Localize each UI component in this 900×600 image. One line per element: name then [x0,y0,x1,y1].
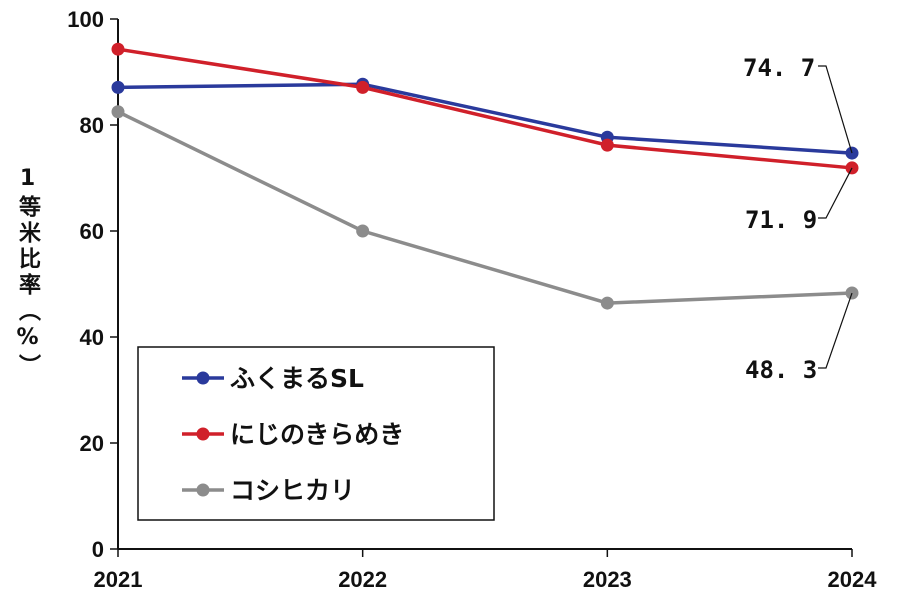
series-line-3 [117,110,853,305]
data-point [600,138,614,152]
x-tick-label: 2023 [583,567,632,592]
y-tick-label: 100 [67,7,104,32]
series-line-2 [117,47,853,170]
annotation-leader-line [818,65,853,154]
y-tick-label: 20 [80,431,104,456]
series-group [111,42,859,310]
y-tick-label: 60 [80,219,104,244]
legend-label: ふくまるSL [230,364,364,393]
legend-label: にじのきらめき [230,420,404,449]
y-tick-label: 40 [80,325,104,350]
data-point [600,296,614,310]
legend-label: コシヒカリ [230,476,355,505]
axes: 0 20 40 60 80 100 2021 2022 2023 2024 [67,7,877,592]
legend-swatch-marker [196,483,210,497]
data-point [111,80,125,94]
y-tick-label: 80 [80,113,104,138]
annotation-leader-line [818,292,853,369]
legend-swatch-marker [196,371,210,385]
x-tick-label: 2024 [828,567,878,592]
annotation-leader-line [818,167,853,219]
annotations: 74. 7 71. 9 48. 3 [743,54,853,384]
series-line-1 [117,82,853,155]
y-tick-label: 0 [92,537,104,562]
data-point [356,80,370,94]
data-label: 71. 9 [745,206,817,234]
data-point [356,224,370,238]
legend-swatch-marker [196,427,210,441]
data-label: 48. 3 [745,356,817,384]
data-point [111,105,125,119]
x-tick-label: 2022 [338,567,387,592]
data-label: 74. 7 [743,54,815,82]
y-axis-label: 1等米比率（%） [15,166,40,380]
x-tick-label: 2021 [94,567,143,592]
data-point [111,42,125,56]
